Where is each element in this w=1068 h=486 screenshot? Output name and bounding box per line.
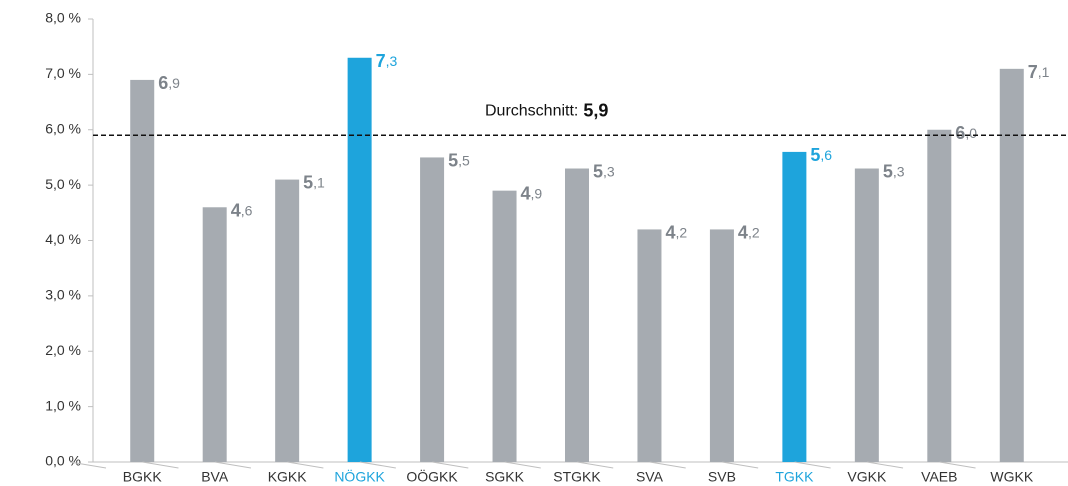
- x-tick-label: STGKK: [553, 469, 601, 485]
- average-value-label: 5,9: [583, 100, 608, 120]
- bar: [492, 190, 517, 462]
- y-tick-label: 0,0 %: [45, 453, 81, 469]
- bar: [347, 57, 372, 462]
- x-tick: [577, 461, 614, 469]
- y-tick-label: 5,0 %: [45, 176, 81, 192]
- bar: [782, 151, 807, 462]
- bar: [202, 207, 227, 462]
- x-tick-label: KGKK: [268, 469, 308, 485]
- x-tick-label: BVA: [201, 469, 229, 485]
- bar: [854, 168, 879, 462]
- bar: [130, 79, 155, 462]
- x-tick-label: TGKK: [775, 469, 814, 485]
- x-tick: [794, 461, 831, 469]
- x-tick-label: BGKK: [123, 469, 163, 485]
- value-label: 5,3: [593, 161, 615, 181]
- x-tick-label: OÖGKK: [406, 468, 458, 485]
- x-tick-label: VGKK: [847, 469, 887, 485]
- x-tick: [142, 461, 179, 469]
- x-tick: [69, 461, 107, 469]
- x-tick-label: SGKK: [485, 469, 525, 485]
- y-tick-label: 3,0 %: [45, 287, 81, 303]
- x-tick: [866, 461, 904, 469]
- y-tick-label: 4,0 %: [45, 231, 81, 247]
- bar: [637, 229, 662, 462]
- bar: [999, 68, 1024, 463]
- value-label: 4,2: [738, 222, 760, 242]
- value-label: 6,9: [158, 73, 180, 93]
- x-tick: [504, 461, 541, 469]
- value-label: 6,0: [955, 123, 977, 143]
- y-tick-label: 2,0 %: [45, 342, 81, 358]
- value-label: 5,3: [883, 161, 905, 181]
- y-tick-label: 6,0 %: [45, 120, 81, 136]
- bar: [565, 168, 589, 462]
- x-tick: [432, 461, 469, 469]
- value-label: 5,1: [303, 172, 325, 192]
- bar: [709, 229, 734, 462]
- x-tick-label: SVB: [708, 469, 736, 485]
- x-tick: [287, 461, 324, 469]
- bar: [927, 129, 952, 462]
- x-tick: [214, 461, 252, 469]
- y-tick-label: 1,0 %: [45, 397, 81, 413]
- x-tick-label: NÖGKK: [334, 468, 385, 485]
- average-label: Durchschnitt:: [485, 103, 578, 120]
- y-tick-label: 8,0 %: [45, 10, 81, 26]
- value-label: 7,1: [1028, 62, 1050, 82]
- value-label: 5,6: [810, 145, 832, 165]
- x-tick-label: SVA: [636, 469, 664, 485]
- bar: [420, 157, 445, 462]
- x-tick-label: VAEB: [921, 469, 957, 485]
- y-tick-label: 7,0 %: [45, 65, 81, 81]
- value-label: 5,5: [448, 150, 470, 170]
- bar: [275, 179, 300, 462]
- value-label: 4,9: [521, 183, 543, 203]
- x-tick-label: WGKK: [990, 469, 1033, 485]
- value-label: 4,6: [231, 200, 253, 220]
- x-tick: [359, 461, 396, 469]
- x-tick: [722, 461, 759, 469]
- x-tick: [939, 461, 976, 469]
- x-tick: [649, 461, 686, 469]
- value-label: 7,3: [376, 51, 398, 71]
- value-label: 4,2: [665, 222, 687, 242]
- average-annotation: Durchschnitt: 5,9: [485, 100, 608, 120]
